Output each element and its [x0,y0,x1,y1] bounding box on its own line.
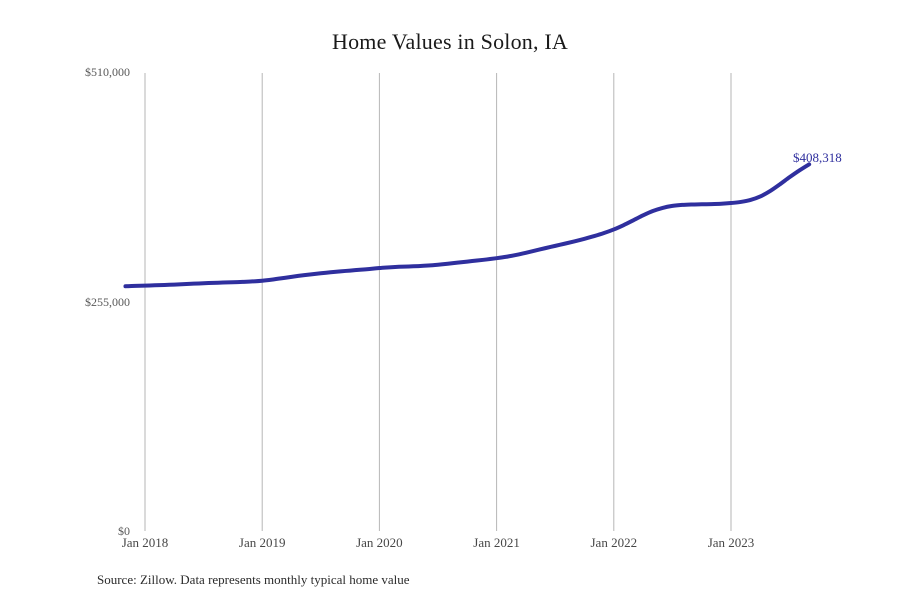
y-tick-label-max: $510,000 [85,65,130,79]
x-tick-label: Jan 2022 [590,535,638,550]
x-tick-label: Jan 2018 [121,535,169,550]
x-tick-label: Jan 2023 [707,535,755,550]
x-tick-label: Jan 2019 [238,535,286,550]
source-note: Source: Zillow. Data represents monthly … [97,572,410,587]
y-axis-labels: $510,000 $255,000 $0 [0,0,130,600]
y-tick-label-mid: $255,000 [85,295,130,309]
end-value-label: $408,318 [793,150,842,165]
x-tick-label: Jan 2020 [356,535,403,550]
x-tick-label: Jan 2021 [473,535,520,550]
series-line-typical-home-value [123,162,812,289]
chart-title: Home Values in Solon, IA [332,29,568,54]
gridlines-group [144,73,732,531]
y-tick-label-zero: $0 [118,524,130,538]
